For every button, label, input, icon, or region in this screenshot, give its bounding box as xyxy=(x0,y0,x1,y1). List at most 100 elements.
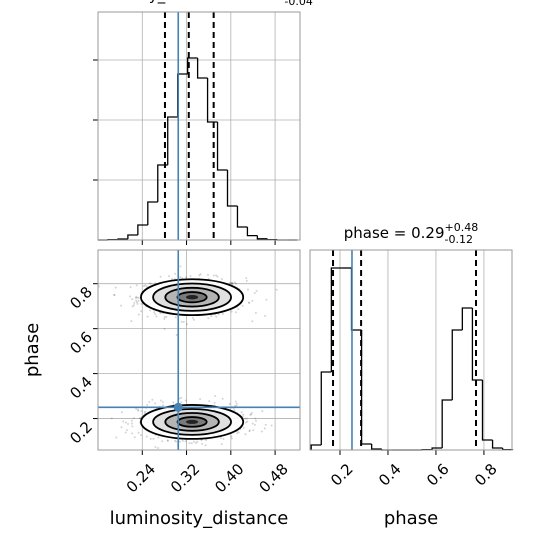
histogram-step xyxy=(117,238,128,240)
sample-point xyxy=(230,437,233,440)
sample-point xyxy=(166,439,169,442)
sample-point xyxy=(113,294,116,297)
histogram-step xyxy=(461,307,473,330)
sample-point xyxy=(137,299,140,302)
histogram-step xyxy=(167,116,178,165)
density-layer xyxy=(98,265,278,450)
histogram-step xyxy=(236,206,248,228)
histogram-step xyxy=(491,440,503,449)
sample-point xyxy=(241,304,244,307)
sample-point xyxy=(264,423,267,426)
panel-frame xyxy=(309,249,513,451)
panel-frame xyxy=(97,11,301,241)
sample-point xyxy=(235,404,238,407)
sample-point xyxy=(251,320,254,323)
sample-point xyxy=(246,288,249,291)
sample-point xyxy=(247,301,250,304)
sample-point xyxy=(145,285,148,288)
histogram-step xyxy=(371,444,382,450)
histogram-step xyxy=(127,234,138,239)
sample-point xyxy=(154,313,157,316)
sample-point xyxy=(124,431,127,434)
sample-point xyxy=(153,311,156,314)
title-lower: -0.12 xyxy=(445,233,473,246)
sample-point xyxy=(248,302,251,305)
sample-point xyxy=(140,310,143,313)
sample-point xyxy=(142,285,145,288)
sample-point xyxy=(149,437,152,440)
sample-point xyxy=(252,429,255,432)
sample-point xyxy=(254,417,257,420)
histogram-step xyxy=(137,224,148,235)
panel: luminosity_distance = 0.33+0.04-0.04 xyxy=(80,0,313,245)
x-axis-label: luminosity_distance xyxy=(110,508,289,529)
sample-point xyxy=(245,417,248,420)
sample-point xyxy=(233,404,236,407)
sample-point xyxy=(120,411,123,414)
sample-point xyxy=(175,440,178,443)
x-tick-label: 0.40 xyxy=(211,460,247,496)
histogram-step xyxy=(310,444,322,450)
sample-point xyxy=(251,422,254,425)
sample-point xyxy=(131,425,134,428)
sample-point xyxy=(163,328,166,331)
sample-point xyxy=(145,435,148,438)
sample-point xyxy=(242,413,245,416)
sample-point xyxy=(237,431,240,434)
sample-point xyxy=(235,311,238,314)
sample-point xyxy=(140,434,143,437)
sample-point xyxy=(157,447,160,450)
sample-point xyxy=(113,293,116,296)
histogram-step xyxy=(256,235,268,240)
histogram-step xyxy=(330,267,342,372)
sample-point xyxy=(220,443,223,446)
x-tick-label: 0.2 xyxy=(327,460,357,490)
sample-point xyxy=(254,311,257,314)
x-tick-label: 0.24 xyxy=(123,460,159,496)
sample-point xyxy=(228,281,231,284)
sample-point xyxy=(250,412,253,415)
sample-point xyxy=(127,423,130,426)
sample-point xyxy=(140,303,143,306)
contour xyxy=(185,419,199,424)
sample-point xyxy=(199,397,202,400)
x-axis-label: phase xyxy=(384,508,438,529)
histogram-step xyxy=(226,170,238,207)
sample-point xyxy=(143,412,146,415)
sample-point xyxy=(120,304,123,307)
sample-point xyxy=(245,279,248,282)
histogram-step xyxy=(360,330,372,445)
x-tick-label: 0.4 xyxy=(375,460,405,490)
sample-point xyxy=(144,410,147,413)
sample-point xyxy=(135,284,138,287)
sample-point xyxy=(146,315,149,318)
histogram-step xyxy=(246,227,258,237)
sample-point xyxy=(240,411,243,414)
sample-point xyxy=(245,277,248,280)
sample-point xyxy=(136,302,139,305)
y-tick-label: 0.8 xyxy=(66,283,96,313)
sample-point xyxy=(135,301,138,304)
sample-point xyxy=(137,296,140,299)
sample-point xyxy=(174,439,177,442)
sample-point xyxy=(231,282,234,285)
sample-point xyxy=(161,400,164,403)
sample-point xyxy=(255,289,258,292)
panel: 0.24 0.32 0.40 0.48 0.2 0.4 0.6 0.8 phase luminos… xyxy=(22,249,301,529)
sample-point xyxy=(115,436,118,439)
sample-point xyxy=(139,417,142,420)
sample-point xyxy=(133,436,136,439)
sample-point xyxy=(249,413,252,416)
contour xyxy=(185,295,199,300)
sample-point xyxy=(230,435,233,438)
sample-point xyxy=(244,421,247,424)
sample-point xyxy=(151,398,154,401)
sample-point xyxy=(236,432,239,435)
sample-point xyxy=(149,309,152,312)
sample-point xyxy=(179,265,182,268)
title-upper: +0.48 xyxy=(445,221,479,234)
sample-point xyxy=(242,426,245,429)
y-tick-label: 0.2 xyxy=(66,418,96,448)
histogram-step xyxy=(266,238,278,241)
